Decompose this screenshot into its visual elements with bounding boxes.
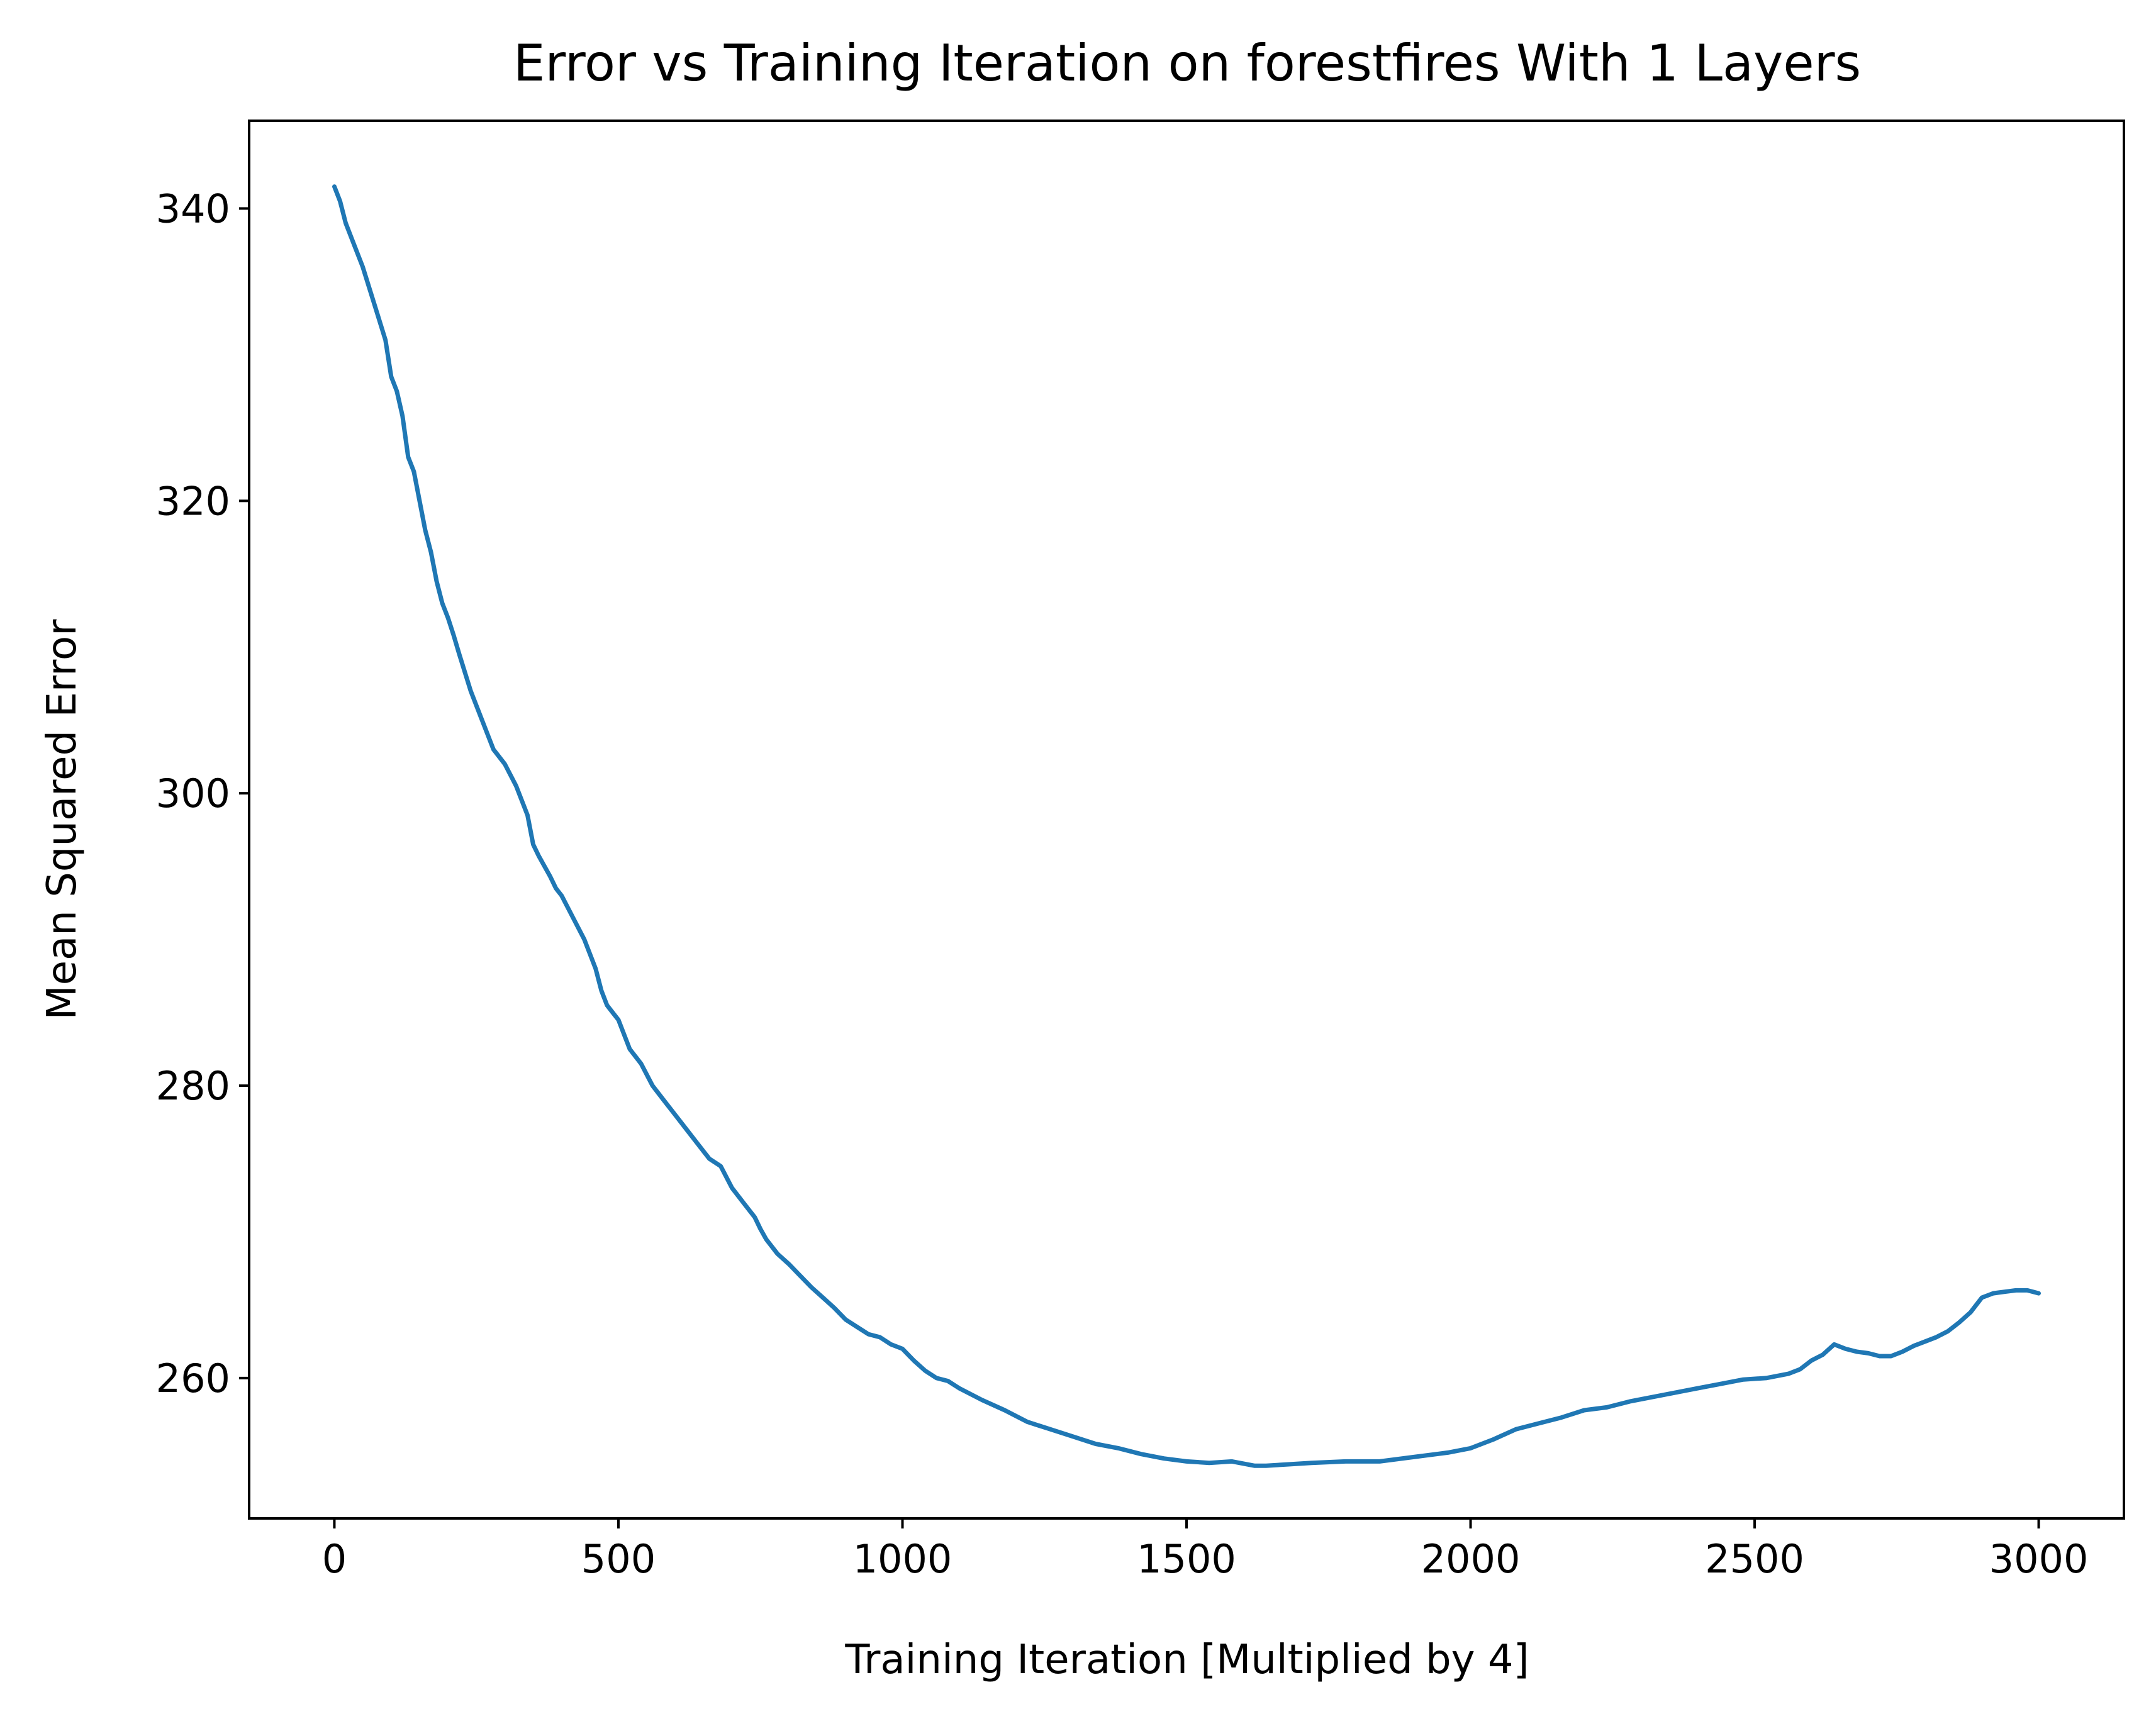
x-tick-label: 1000 (853, 1536, 952, 1582)
x-axis: 0 500 1000 1500 2000 2500 3000 (322, 1518, 2089, 1582)
x-tick-label: 500 (581, 1536, 656, 1582)
y-tick-label: 340 (156, 186, 230, 231)
x-tick-label: 3000 (1989, 1536, 2089, 1582)
y-tick-label: 320 (156, 478, 230, 524)
x-axis-label: Training Iteration [Multiplied by 4] (844, 1637, 1529, 1683)
y-tick-label: 280 (156, 1063, 230, 1109)
y-tick-label: 260 (156, 1356, 230, 1401)
y-axis-label: Mean Squared Error (39, 619, 86, 1020)
x-tick-label: 1500 (1137, 1536, 1236, 1582)
x-tick-label: 2500 (1705, 1536, 1804, 1582)
plot-area (332, 184, 2041, 1468)
y-tick-label: 300 (156, 771, 230, 816)
x-tick-label: 0 (322, 1536, 347, 1582)
x-tick-label: 2000 (1421, 1536, 1521, 1582)
series-line-0 (332, 184, 2041, 1468)
chart-title: Error vs Training Iteration on forestfir… (513, 34, 1861, 92)
y-axis: 260 280 300 320 340 (156, 186, 249, 1401)
